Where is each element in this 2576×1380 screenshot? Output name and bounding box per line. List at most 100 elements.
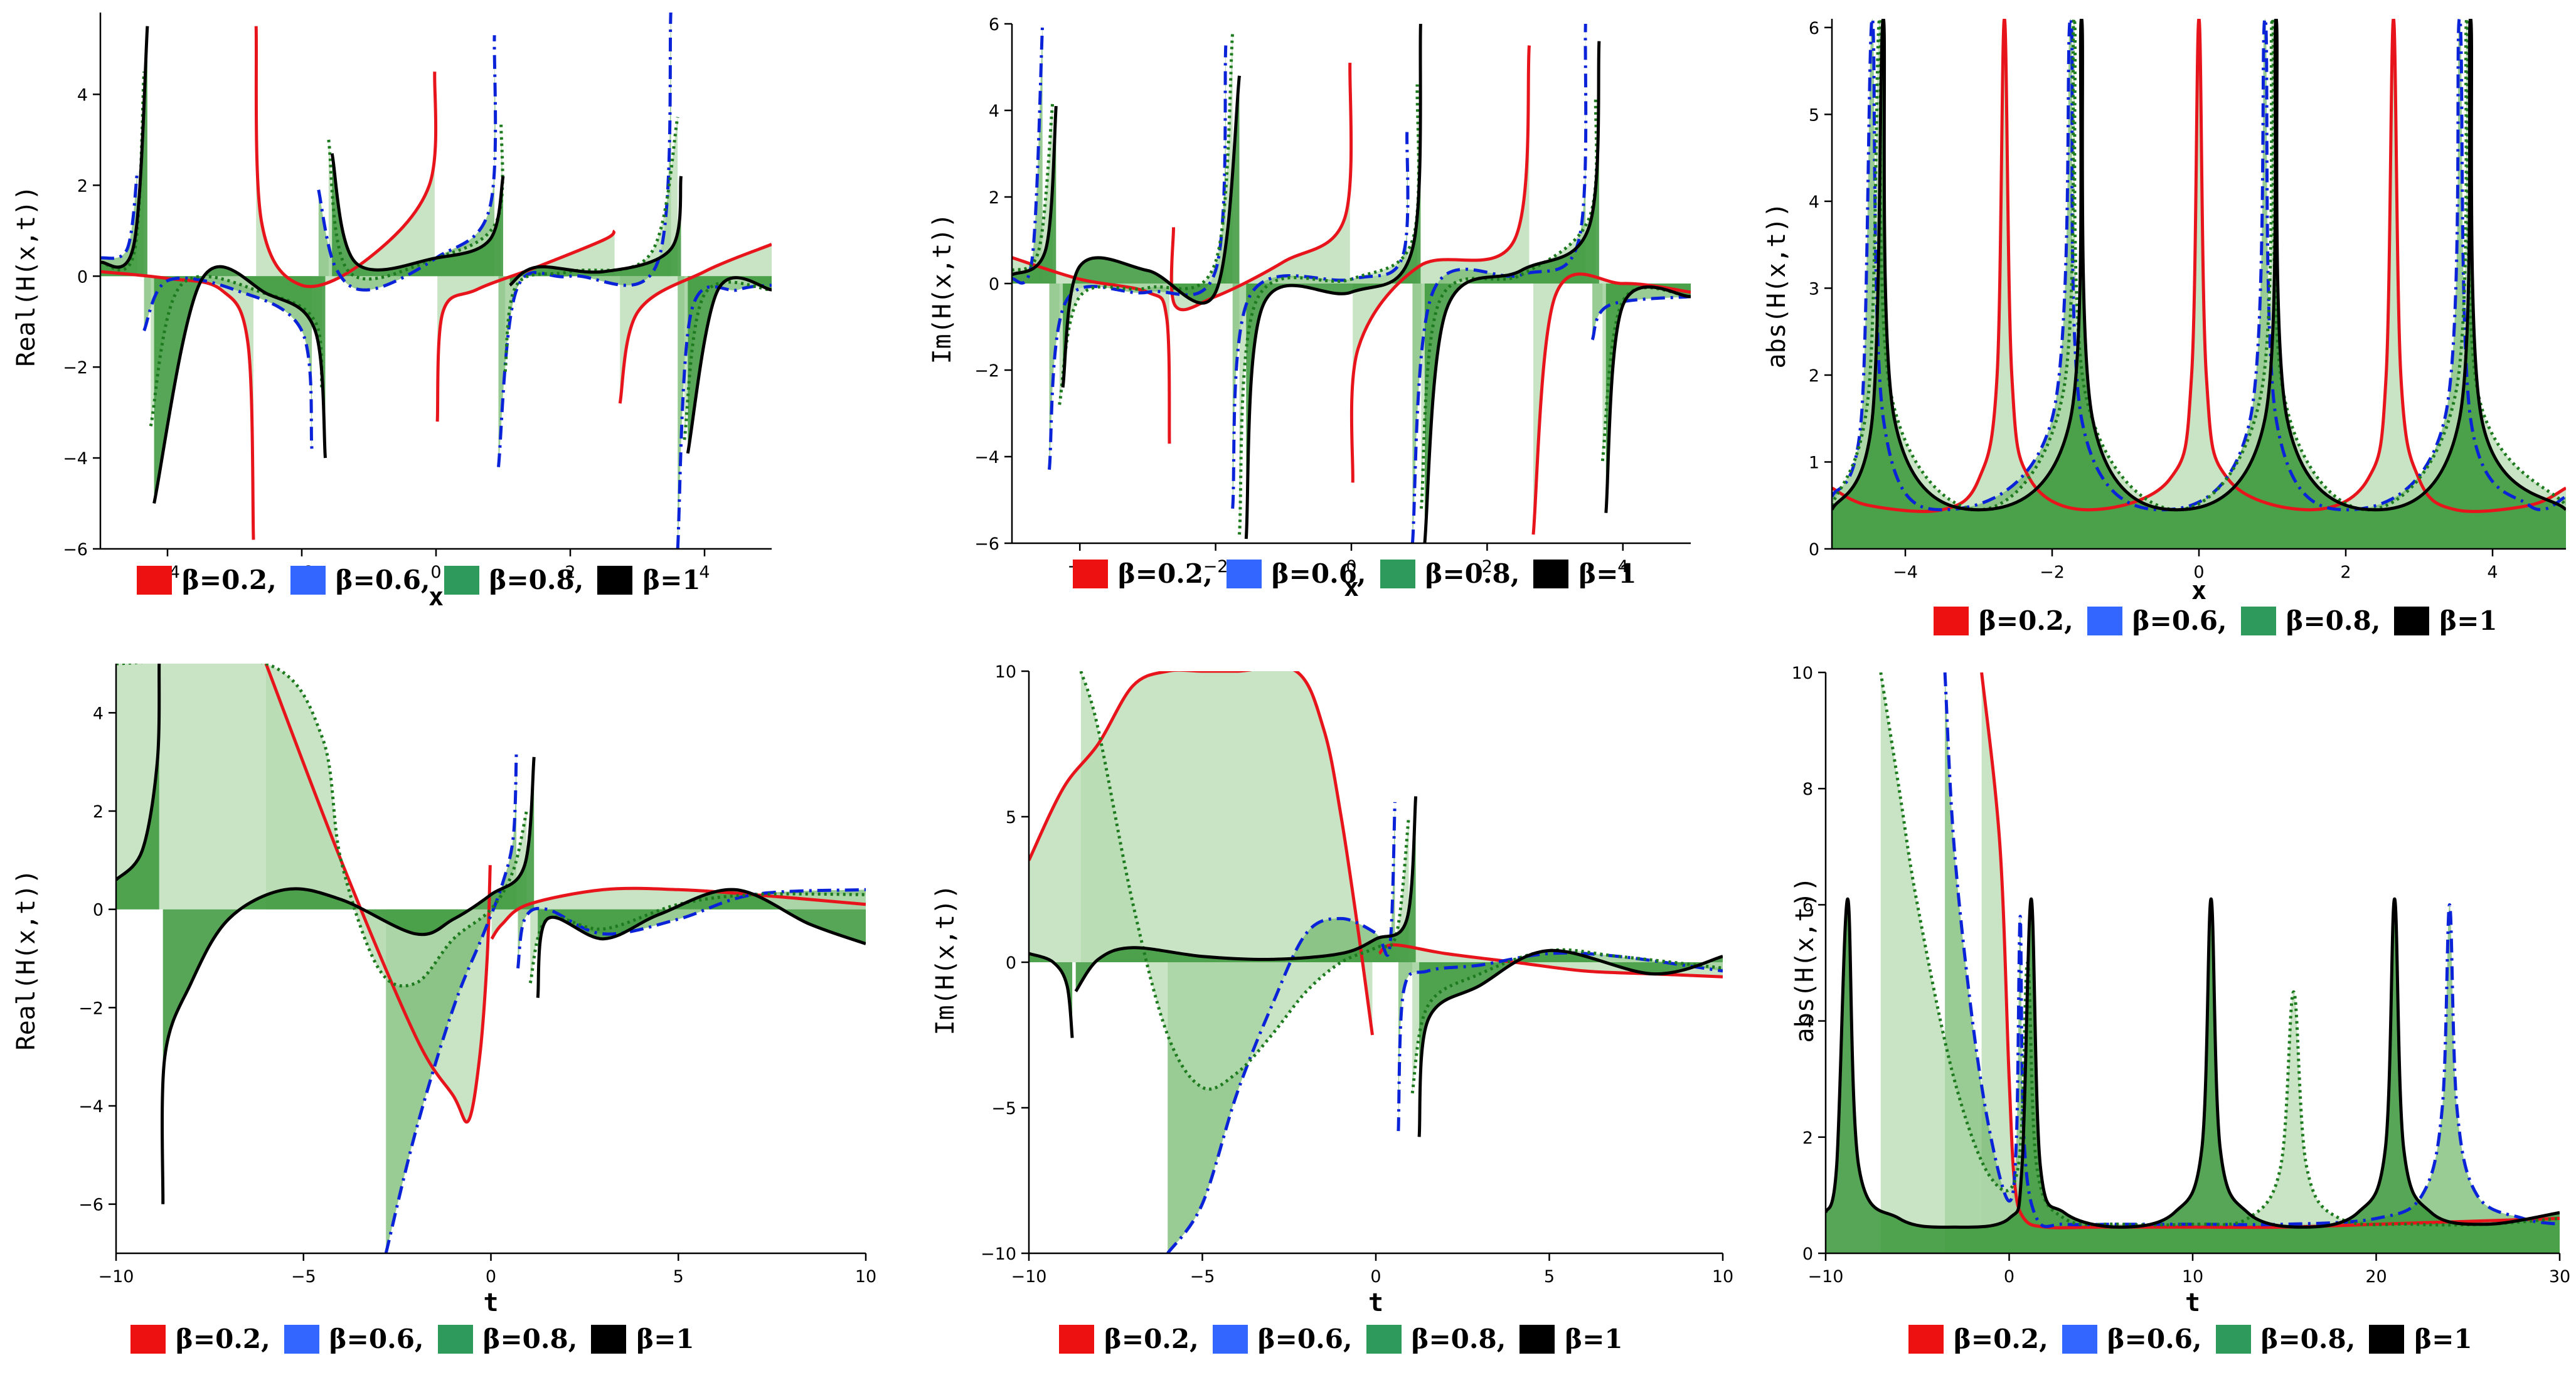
series-line-2 (1012, 24, 1045, 285)
y-tick-label: 10 (995, 662, 1016, 682)
legend-label: β=0.2, (1118, 558, 1213, 589)
legend-swatch (2215, 1324, 2251, 1354)
series-line-4 (1826, 897, 2560, 1229)
legend-swatch (437, 1324, 473, 1354)
series-line-4 (1423, 41, 1601, 543)
panel-abs-t: −10 0 10 20 30 0 2 4 6 8 10 t abs(H(x,t)) β=0.2, β=0.… (1775, 634, 2572, 1380)
legend-item: β=0.2, (1073, 558, 1213, 589)
legend-item: β=1 (2394, 605, 2498, 636)
legend-item: β=0.2, (1059, 1324, 1199, 1354)
legend-label: β=1 (2414, 1324, 2472, 1354)
x-tick-label: 20 (2365, 1267, 2387, 1287)
series-line-3 (1238, 84, 1420, 535)
legend-label: β=0.6, (335, 565, 430, 595)
legend-label: β=0.2, (176, 1324, 270, 1354)
y-tick-label: −6 (78, 1196, 104, 1215)
series-area-1 (437, 230, 615, 422)
series-line-3 (683, 280, 772, 440)
x-axis-label: x (2191, 576, 2206, 605)
series-area-3 (1080, 671, 1409, 1090)
legend-swatch (2062, 1324, 2097, 1354)
y-tick-label: −2 (974, 361, 999, 381)
series-area-4 (688, 276, 772, 454)
legend-swatch (284, 1324, 319, 1354)
series-line-4 (536, 888, 866, 998)
series-line-1 (435, 229, 616, 422)
legend-item: β=0.6, (1226, 558, 1366, 589)
series-line-2 (384, 751, 518, 1253)
legend: β=0.2, β=0.6, β=0.8, β=1 (1908, 1324, 2486, 1354)
series-line-4 (152, 265, 327, 504)
y-tick-label: −4 (78, 1097, 104, 1117)
chart-abs-x: −4 −2 0 2 4 0 1 2 3 4 5 6 x abs(H(x,t)) (1762, 19, 2566, 605)
x-tick-label: 0 (2193, 563, 2204, 582)
series-area-4 (1419, 950, 1723, 1137)
y-axis-label: abs(H(x,t)) (1762, 203, 1791, 369)
x-tick-label: 2 (565, 563, 575, 582)
legend-item: β=0.6, (2087, 605, 2227, 636)
series-line-2 (676, 284, 772, 549)
series-line-4 (686, 276, 772, 454)
series-area-4 (332, 153, 503, 277)
legend-swatch (1212, 1324, 1248, 1354)
y-tick-label: 6 (1802, 896, 1813, 915)
legend-label: β=0.8, (2260, 1324, 2356, 1354)
legend-swatch (2087, 606, 2122, 635)
series-area-3 (1059, 32, 1233, 405)
y-tick-label: 0 (1006, 953, 1016, 973)
y-tick-label: 2 (1809, 366, 1819, 386)
y-tick-label: 4 (1802, 1012, 1813, 1032)
series-line-3 (1879, 672, 2560, 1227)
series-line-1 (264, 664, 492, 1124)
x-axis-label: t (1368, 1288, 1383, 1317)
y-axis-label: Real(H(x,t)) (12, 186, 41, 367)
legend-item: β=0.6, (1212, 1324, 1353, 1354)
series-line-2 (1943, 672, 2560, 1228)
y-axis-label: Im(H(x,t)) (928, 213, 957, 364)
series-line-2 (1397, 951, 1723, 1132)
legend-swatch (1073, 559, 1108, 588)
legend-swatch (1059, 1324, 1094, 1354)
y-tick-label: 5 (1809, 105, 1819, 125)
y-tick-label: 2 (93, 802, 104, 822)
series-line-1 (100, 270, 255, 540)
plot-area (1029, 671, 1723, 1253)
legend-item: β=0.2, (137, 565, 277, 595)
series-line-4 (1012, 105, 1058, 277)
x-tick-label: −2 (1203, 557, 1228, 576)
series-line-4 (330, 153, 505, 272)
x-tick-label: 10 (2182, 1267, 2203, 1287)
legend-swatch (591, 1324, 627, 1354)
y-tick-label: 2 (989, 188, 999, 208)
x-tick-label: 0 (430, 563, 441, 582)
x-tick-label: 0 (1370, 1267, 1381, 1287)
series-area-1 (1981, 672, 2560, 1253)
legend-item: β=0.6, (2062, 1324, 2202, 1354)
series-line-1 (1349, 45, 1531, 483)
x-tick-label: 0 (2004, 1267, 2014, 1287)
series-area-1 (1533, 273, 1691, 535)
legend-label: β=0.6, (1257, 1324, 1353, 1354)
x-axis-label: x (1344, 573, 1359, 602)
y-axis-label: abs(H(x,t)) (1791, 877, 1819, 1043)
y-tick-label: −4 (63, 449, 88, 469)
x-tick-label: 4 (699, 563, 710, 582)
y-tick-label: 8 (1802, 780, 1813, 799)
series-line-4 (1074, 796, 1418, 992)
legend-item: β=0.8, (1366, 1324, 1506, 1354)
legend-item: β=0.2, (1908, 1324, 2048, 1354)
series-area-3 (116, 664, 527, 986)
series-line-3 (1058, 32, 1235, 405)
legend-label: β=0.8, (2286, 605, 2381, 636)
panel-abs-x: −4 −2 0 2 4 0 1 2 3 4 5 6 x abs(H(x,t)) β=0.2, β=0.6, β… (1757, 0, 2572, 636)
series-area-1 (620, 244, 772, 404)
legend-label: β=0.6, (2132, 605, 2227, 636)
y-tick-label: 4 (989, 102, 999, 121)
legend-label: β=1 (1578, 558, 1637, 589)
legend-swatch (1533, 559, 1569, 588)
legend-swatch (444, 565, 479, 595)
x-axis-label: t (2185, 1288, 2200, 1317)
series-line-1 (1832, 19, 2566, 513)
